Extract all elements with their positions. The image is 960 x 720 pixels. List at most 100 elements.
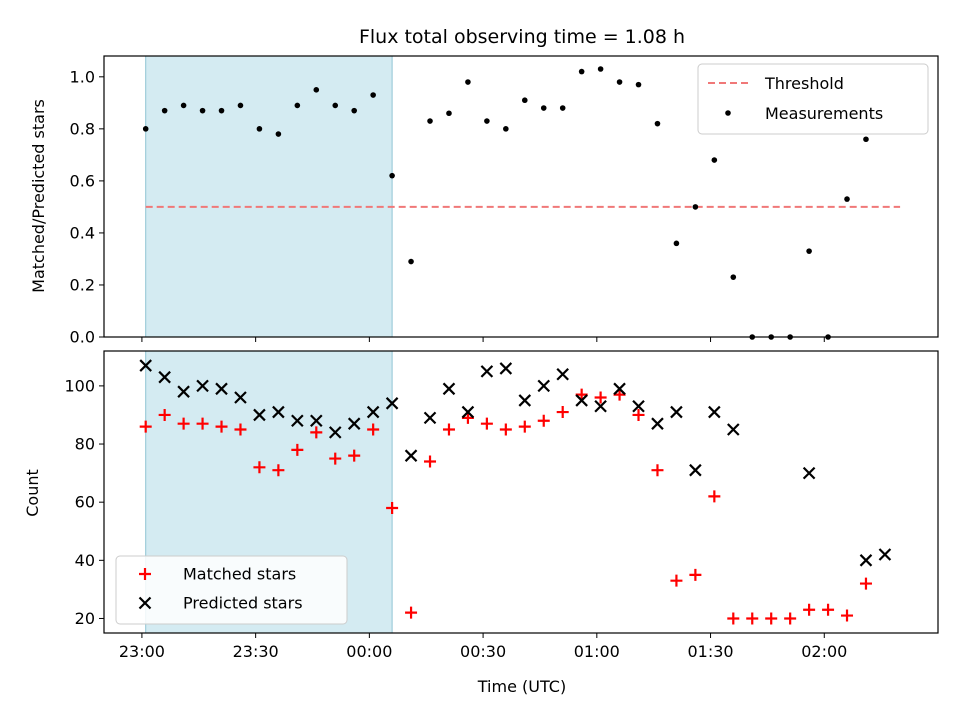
predicted-star-marker xyxy=(253,408,266,422)
predicted-star-marker xyxy=(291,414,304,428)
measurement-point xyxy=(351,107,358,114)
top-y-tick-label: 0.0 xyxy=(70,328,95,347)
predicted-star-marker xyxy=(878,548,892,561)
bottom-y-tick-label: 100 xyxy=(64,376,95,395)
measurement-point xyxy=(711,157,718,163)
matched-star-marker xyxy=(632,408,645,421)
matched-star-marker xyxy=(765,612,778,625)
measurement-point xyxy=(559,105,566,111)
matched-star-marker xyxy=(405,606,418,619)
predicted-star-marker xyxy=(423,411,437,425)
matched-star-marker xyxy=(518,420,531,433)
measurement-point xyxy=(673,240,680,247)
matched-star-marker xyxy=(310,426,323,439)
matched-star-marker xyxy=(442,423,455,436)
measurement-point xyxy=(484,118,490,124)
x-tick-label: 23:30 xyxy=(233,642,279,661)
top-y-axis-title: Matched/Predicted stars xyxy=(29,99,48,293)
predicted-star-marker xyxy=(385,397,399,410)
predicted-star-marker xyxy=(556,367,569,381)
matched-star-marker xyxy=(689,568,702,581)
measurement-point xyxy=(446,110,452,117)
measurement-point xyxy=(465,79,471,85)
predicted-star-marker xyxy=(670,405,683,419)
matched-star-marker xyxy=(746,612,759,625)
measurement-point xyxy=(844,196,850,202)
matched-star-marker xyxy=(424,455,437,468)
x-tick-label: 23:00 xyxy=(119,642,165,661)
predicted-star-marker xyxy=(328,426,342,439)
measurement-point xyxy=(578,68,585,75)
matched-star-marker xyxy=(499,423,512,436)
predicted-star-marker xyxy=(158,370,171,384)
predicted-star-marker xyxy=(575,394,588,407)
bottom-y-axis-title: Count xyxy=(23,469,42,517)
measurement-point xyxy=(521,97,528,104)
bottom-y-tick-label: 40 xyxy=(75,551,95,570)
measurement-point xyxy=(180,102,187,109)
matched-star-marker xyxy=(234,423,247,436)
top-y-tick-label: 0.8 xyxy=(70,119,95,138)
matched-star-marker xyxy=(784,612,797,625)
predicted-star-marker xyxy=(632,399,645,413)
matched-star-marker xyxy=(841,609,854,622)
legend-predicted-label: Predicted stars xyxy=(183,594,303,613)
top-axes-frame xyxy=(103,55,939,338)
measurement-point xyxy=(161,107,168,114)
predicted-star-marker xyxy=(651,417,664,430)
predicted-star-marker xyxy=(215,382,228,396)
measurement-point xyxy=(692,204,699,210)
predicted-star-marker xyxy=(613,382,626,396)
matched-star-marker xyxy=(253,461,266,474)
legend-threshold-label: Threshold xyxy=(764,74,844,93)
bottom-legend-box xyxy=(115,555,348,625)
top-legend: Threshold Measurements xyxy=(697,63,929,135)
x-tick-label: 02:00 xyxy=(801,642,847,661)
measurement-point xyxy=(863,136,869,143)
matched-star-marker xyxy=(556,406,569,419)
predicted-star-marker xyxy=(366,405,380,419)
predicted-star-marker xyxy=(177,385,190,398)
predicted-star-marker xyxy=(499,362,513,375)
matched-star-marker xyxy=(822,603,835,616)
bottom-y-tick-label: 60 xyxy=(75,493,95,512)
matched-star-marker xyxy=(613,388,626,401)
top-y-tick-label: 0.4 xyxy=(70,223,95,242)
measurement-point xyxy=(389,172,395,179)
predicted-star-marker xyxy=(802,466,816,480)
matched-star-marker xyxy=(594,391,607,404)
matched-star-marker xyxy=(215,420,228,433)
matched-star-marker xyxy=(196,417,209,430)
matched-star-marker xyxy=(651,464,664,477)
matched-star-marker xyxy=(139,420,152,433)
matched-star-marker xyxy=(367,423,380,436)
measurement-point xyxy=(237,102,244,109)
top-legend-box xyxy=(697,63,929,135)
x-tick-label: 00:00 xyxy=(346,642,392,661)
measurement-point xyxy=(294,102,301,109)
predicted-star-marker xyxy=(404,449,418,462)
legend-matched-label: Matched stars xyxy=(183,565,296,584)
matched-star-marker xyxy=(727,612,740,625)
measurement-point xyxy=(218,107,225,114)
top-y-tick-label: 0.2 xyxy=(70,275,95,294)
x-axis-title: Time (UTC) xyxy=(477,677,566,696)
measurement-point xyxy=(597,66,604,72)
predicted-star-marker xyxy=(310,414,323,428)
matched-star-marker xyxy=(537,414,550,427)
x-tick-label: 01:00 xyxy=(574,642,620,661)
measurement-point xyxy=(256,126,263,132)
measurement-point xyxy=(408,258,414,265)
measurement-point xyxy=(313,87,320,93)
predicted-star-marker xyxy=(859,554,873,567)
measurement-point xyxy=(540,105,547,111)
chart-title: Flux total observing time = 1.08 h xyxy=(359,26,685,48)
bottom-y-tick-label: 20 xyxy=(75,609,95,628)
predicted-star-marker xyxy=(234,391,247,404)
measurement-point xyxy=(199,107,206,114)
matched-star-marker xyxy=(575,388,588,401)
measurement-point xyxy=(142,126,149,132)
predicted-star-marker xyxy=(518,394,532,407)
matched-star-marker xyxy=(272,464,285,477)
